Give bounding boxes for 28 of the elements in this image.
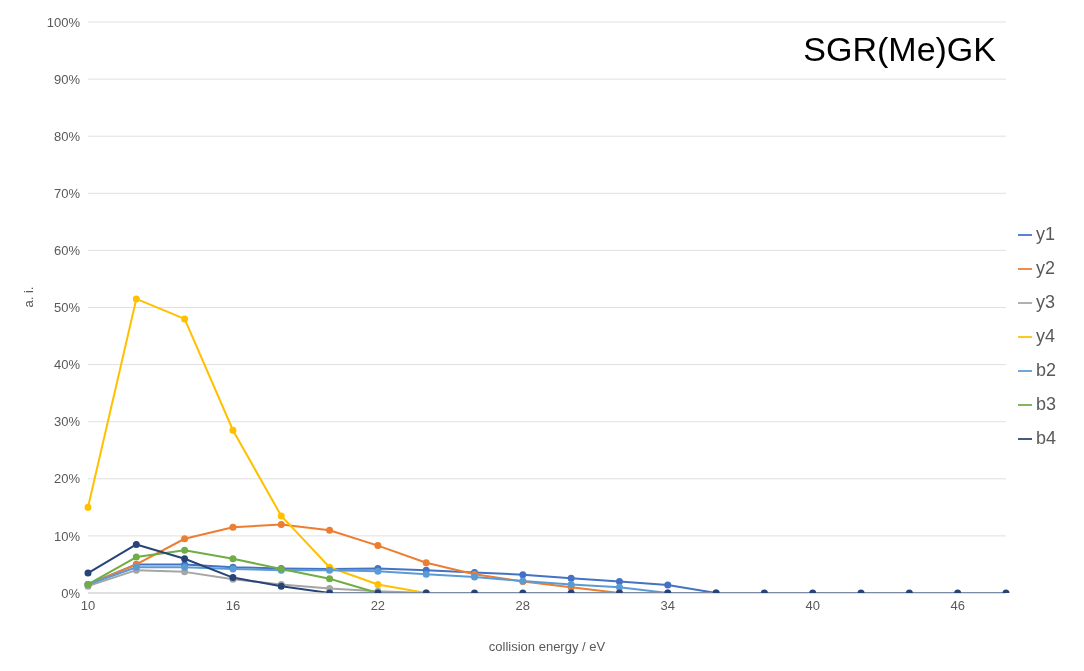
- legend-label: b2: [1035, 359, 1056, 380]
- x-tick-label: 16: [225, 598, 241, 614]
- x-tick-label: 22: [370, 598, 386, 614]
- x-tick-label: 34: [660, 598, 675, 614]
- y-tick-label: 20%: [53, 471, 81, 487]
- y-tick-label: 60%: [53, 243, 81, 259]
- legend-label: y4: [1035, 325, 1055, 346]
- y-tick-label: 100%: [46, 14, 81, 30]
- y-tick-label: 80%: [53, 128, 81, 144]
- y-tick-label: 30%: [53, 414, 81, 430]
- x-tick-label: 46: [950, 598, 965, 614]
- y-tick-label: 10%: [53, 528, 81, 544]
- y-tick-label: 40%: [53, 357, 81, 373]
- legend-label: y3: [1035, 291, 1055, 312]
- x-axis-title: collision energy / eV: [488, 639, 606, 654]
- x-tick-label: 28: [515, 598, 531, 614]
- y-tick-label: 90%: [53, 71, 81, 87]
- y-tick-label: 70%: [53, 185, 81, 201]
- legend-label: b3: [1035, 393, 1056, 414]
- y-tick-label: 0%: [61, 585, 81, 601]
- legend-label: b4: [1035, 427, 1056, 448]
- y-axis-title: a. i.: [20, 286, 36, 308]
- legend-label: y2: [1035, 257, 1055, 278]
- legend-label: y1: [1035, 223, 1055, 244]
- y-tick-label: 50%: [53, 300, 81, 316]
- x-tick-label: 10: [80, 598, 96, 614]
- chart-title: SGR(Me)GK: [803, 30, 996, 69]
- x-tick-label: 40: [805, 598, 820, 614]
